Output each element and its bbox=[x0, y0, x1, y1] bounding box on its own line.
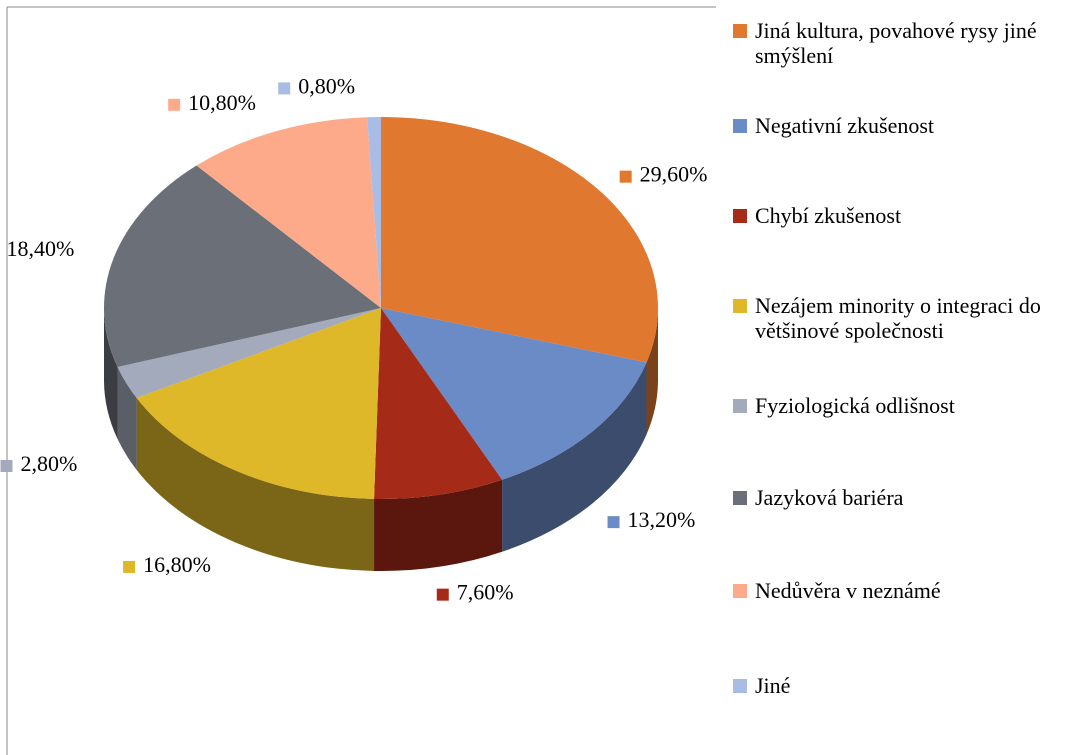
slice bbox=[117, 308, 381, 398]
label-swatch bbox=[436, 588, 449, 601]
data-label: 0,80% bbox=[298, 73, 355, 98]
label-swatch bbox=[607, 516, 620, 529]
legend-swatch bbox=[733, 24, 747, 38]
legend-label: Jazyková bariéra bbox=[755, 485, 904, 510]
legend-item: Jiná kultura, povahové rysy jiné smýšlen… bbox=[733, 18, 1073, 68]
data-label: 16,80% bbox=[143, 552, 211, 577]
legend-label: Jiné bbox=[755, 673, 791, 698]
legend-label: Chybí zkušenost bbox=[755, 203, 902, 228]
legend-label: Nezájem minority o integraci do většinov… bbox=[755, 293, 1041, 343]
legend-swatch bbox=[733, 584, 747, 598]
label-swatch bbox=[278, 82, 291, 95]
legend-item: Fyziologická odlišnost bbox=[733, 393, 1073, 418]
slice bbox=[381, 308, 647, 480]
data-label: 29,60% bbox=[640, 162, 708, 187]
legend-item: Jazyková bariéra bbox=[733, 485, 1073, 510]
legend-item: Nezájem minority o integraci do většinov… bbox=[733, 293, 1073, 343]
legend-swatch bbox=[733, 679, 747, 693]
slice bbox=[374, 308, 503, 499]
slice bbox=[381, 117, 658, 363]
slice-side bbox=[117, 367, 137, 470]
slice-side bbox=[502, 362, 647, 552]
legend-item: Jiné bbox=[733, 673, 1073, 698]
data-label: 7,60% bbox=[457, 580, 514, 605]
slice bbox=[367, 117, 381, 308]
slice bbox=[136, 308, 381, 499]
label-swatch bbox=[168, 98, 181, 111]
label-swatch bbox=[619, 170, 632, 183]
data-label: 10,80% bbox=[188, 90, 256, 115]
slice bbox=[104, 165, 382, 368]
data-label: 18,40% bbox=[7, 236, 75, 261]
legend-item: Nedůvěra v neznámé bbox=[733, 578, 1073, 603]
slice-side bbox=[646, 308, 658, 435]
legend-label: Fyziologická odlišnost bbox=[755, 393, 955, 418]
legend-label: Nedůvěra v neznámé bbox=[755, 578, 941, 603]
slice-side bbox=[136, 397, 375, 571]
legend-swatch bbox=[733, 119, 747, 133]
slice bbox=[196, 117, 381, 308]
slice-side bbox=[104, 308, 118, 440]
legend-swatch bbox=[733, 399, 747, 413]
label-swatch bbox=[123, 560, 136, 573]
slice-side bbox=[374, 479, 503, 571]
legend-swatch bbox=[733, 491, 747, 505]
legend-item: Negativní zkušenost bbox=[733, 113, 1073, 138]
data-label: 13,20% bbox=[628, 507, 696, 532]
data-label: 2,80% bbox=[21, 451, 78, 476]
legend-label: Jiná kultura, povahové rysy jiné smýšlen… bbox=[755, 18, 1037, 68]
legend-item: Chybí zkušenost bbox=[733, 203, 1073, 228]
legend-label: Negativní zkušenost bbox=[755, 113, 935, 138]
legend-swatch bbox=[733, 299, 747, 313]
legend-swatch bbox=[733, 209, 747, 223]
label-swatch bbox=[0, 459, 13, 472]
